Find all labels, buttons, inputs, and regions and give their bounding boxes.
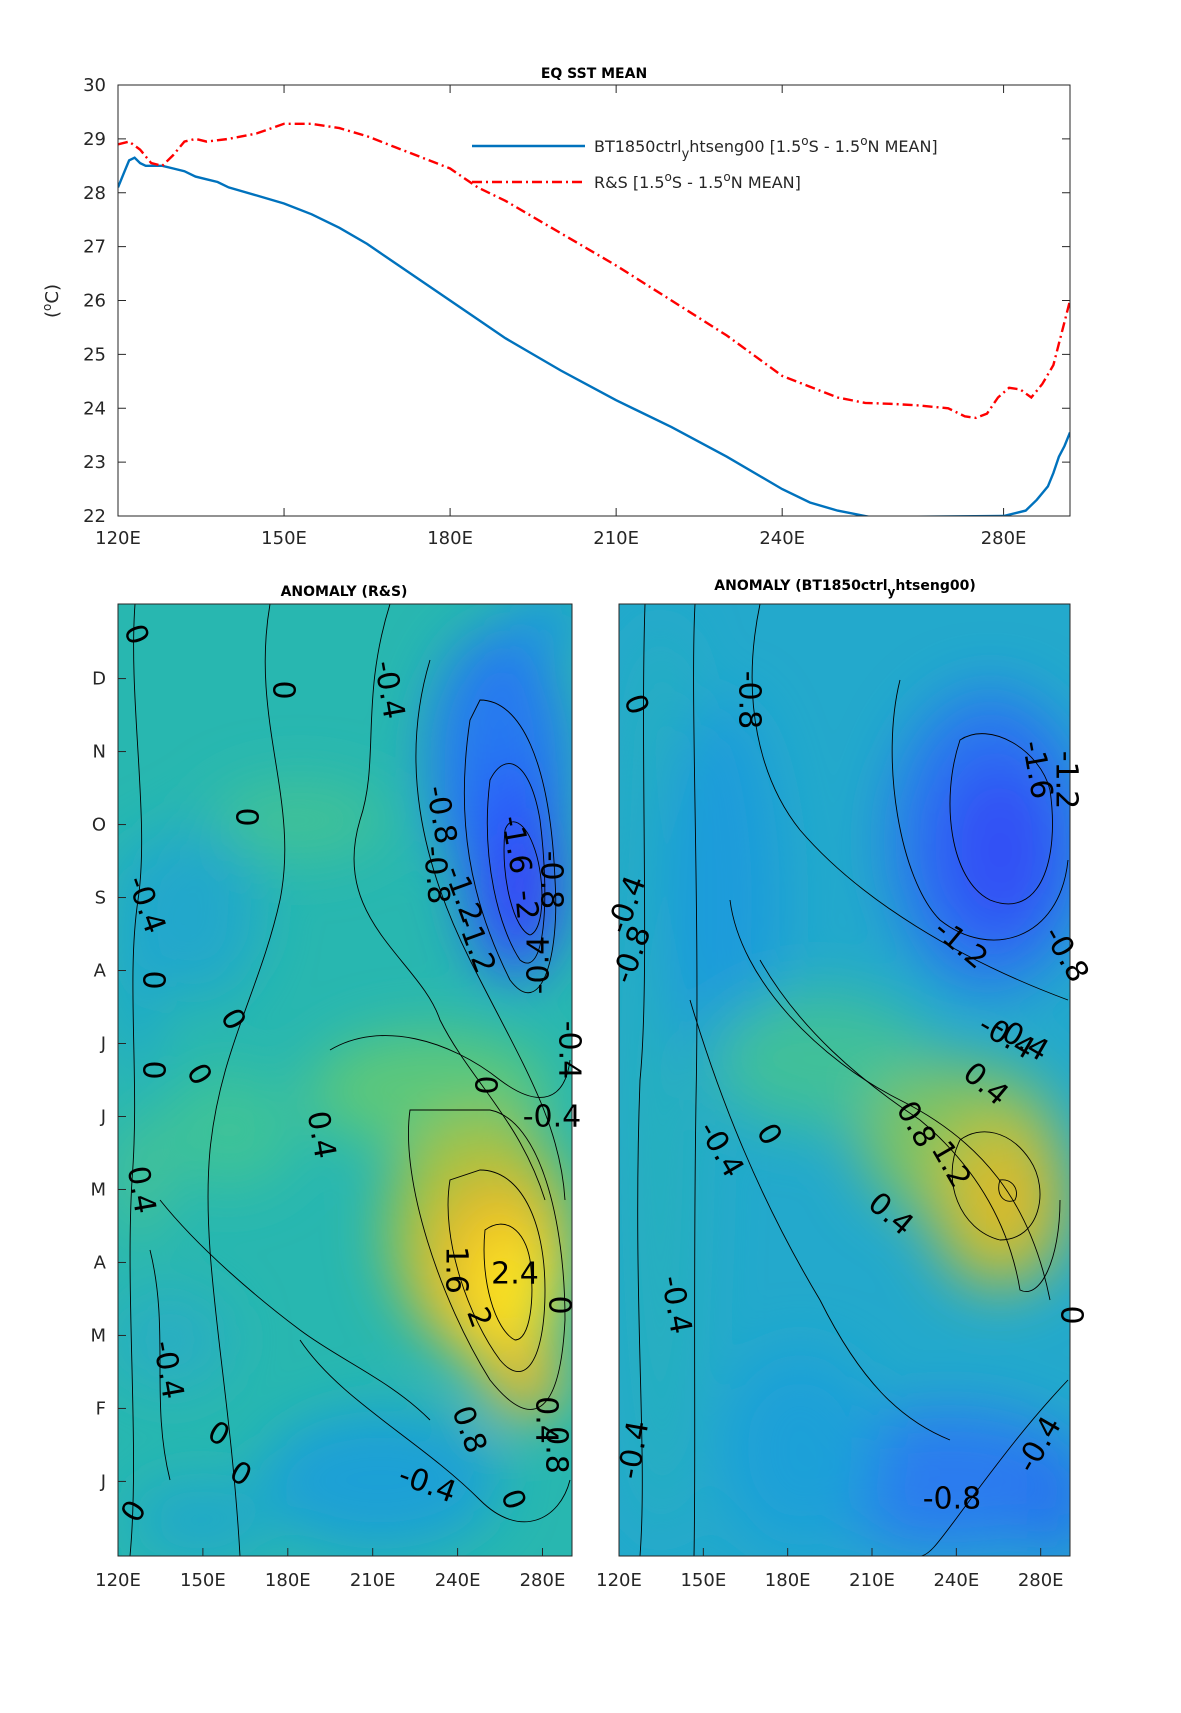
heatmap-bt-field xyxy=(619,604,1070,1556)
y-tick-label: 29 xyxy=(83,129,106,150)
x-tick-label: 240E xyxy=(933,1570,979,1591)
legend-label-bt1850ctrl: BT1850ctrlyhtseng00 [1.5oS - 1.5oN MEAN] xyxy=(594,134,938,162)
x-tick-label: 120E xyxy=(596,1570,642,1591)
line-chart-panel: EQ SST MEAN 22 23 24 25 26 27 28 29 30 120E 150E 18… xyxy=(40,66,1071,549)
legend-text-rs-o2: o xyxy=(723,170,730,184)
contour-label: -2 xyxy=(507,888,544,921)
x-tick-label: 150E xyxy=(261,528,307,549)
legend-text-mid: S - 1.5 xyxy=(809,137,861,156)
heatmap-bt-title-sub: y xyxy=(888,585,896,599)
line-chart-title: EQ SST MEAN xyxy=(541,66,647,82)
contour-label: -0.8 xyxy=(416,844,456,905)
contour-label: -1.2 xyxy=(1049,751,1084,810)
y-tick-label: 23 xyxy=(83,452,106,473)
contour-label: 0.4 xyxy=(300,1108,343,1161)
contour-label: -0.8 xyxy=(732,671,767,730)
y-tick-label: A xyxy=(94,961,107,982)
contour-label: 2.4 xyxy=(491,1257,539,1292)
legend-text-rs-end: N MEAN] xyxy=(731,173,801,192)
y-tick-label: J xyxy=(100,1471,106,1492)
heatmap-bt-title-end: htseng00) xyxy=(895,578,975,594)
x-tick-label: 180E xyxy=(765,1570,811,1591)
heatmap-rs-ticks: 120E 150E 180E 210E 240E 280E J F M A M J J A S O N D xyxy=(90,669,565,1591)
x-tick-label: 180E xyxy=(427,528,473,549)
series-line-bt1850ctrl xyxy=(118,156,1070,516)
legend-text-rs: R&S xyxy=(594,173,628,192)
contour-label: 0 xyxy=(1054,1305,1089,1324)
x-tick-label: 150E xyxy=(180,1570,226,1591)
x-tick-label: 240E xyxy=(759,528,805,549)
heatmap-bt-ticks: 120E 150E 180E 210E 240E 280E xyxy=(596,1548,1064,1591)
contour-label: 0 xyxy=(136,970,171,989)
y-tick-label: 22 xyxy=(83,506,106,527)
legend-text-rs-o1: o xyxy=(665,170,672,184)
x-tick-label: 120E xyxy=(95,1570,141,1591)
heatmap-bt-panel: ANOMALY (BT1850ctrlyhtseng00) xyxy=(596,578,1096,1591)
y-tick-label: O xyxy=(92,815,106,836)
contour-label: -0.8 xyxy=(534,851,569,910)
legend-text-o2: o xyxy=(860,134,867,148)
contour-label: 0.8 xyxy=(539,1426,574,1474)
heatmap-rs-panel: ANOMALY (R&S) xyxy=(90,584,587,1591)
y-tick-label: D xyxy=(92,669,106,690)
heatmap-bt-title: ANOMALY (BT1850ctrlyhtseng00) xyxy=(714,578,975,599)
line-chart-ticks: 22 23 24 25 26 27 28 29 30 120E 150E 180E 210E 240E 28… xyxy=(83,75,1070,549)
x-tick-label: 210E xyxy=(849,1570,895,1591)
y-tick-label: M xyxy=(90,1325,106,1346)
line-chart-axes-box xyxy=(117,84,1071,517)
legend-text-sub: y xyxy=(682,147,690,162)
contour-label: -0.4 xyxy=(552,1021,587,1080)
legend-text-bt1850ctrl: BT1850ctrl xyxy=(594,137,682,156)
y-tick-label: 24 xyxy=(83,398,106,419)
contour-label: 0 xyxy=(229,807,264,826)
series-line-rs xyxy=(118,122,1070,420)
y-tick-label: J xyxy=(100,1034,106,1055)
legend-label-rs: R&S [1.5oS - 1.5oN MEAN] xyxy=(594,170,801,192)
x-tick-label: 280E xyxy=(981,528,1027,549)
legend: BT1850ctrlyhtseng00 [1.5oS - 1.5oN MEAN]… xyxy=(472,134,938,192)
y-tick-label: 28 xyxy=(83,183,106,204)
y-tick-label: S xyxy=(95,888,106,909)
heatmap-rs-field xyxy=(118,604,572,1556)
heatmap-bt-axes-box xyxy=(618,603,1071,1557)
y-tick-label: 30 xyxy=(83,75,106,96)
y-tick-label: A xyxy=(94,1252,107,1273)
heatmap-rs-title: ANOMALY (R&S) xyxy=(281,584,408,600)
legend-text-rs-mid: S - 1.5 xyxy=(672,173,724,192)
y-tick-label: M xyxy=(90,1179,106,1200)
y-tick-label: 26 xyxy=(83,291,106,312)
heatmap-bt-title-main: ANOMALY (BT1850ctrl xyxy=(714,578,887,594)
contour-label: 0 xyxy=(468,1075,503,1094)
contour-label: 1.6 xyxy=(439,1246,474,1294)
contour-label: 0.4 xyxy=(120,1163,163,1216)
legend-text-end: N MEAN] xyxy=(868,137,938,156)
contour-label: 0 xyxy=(266,680,301,699)
contour-label: 0 xyxy=(542,1295,577,1314)
contour-label: -0.4 xyxy=(523,1100,582,1135)
legend-text-o1: o xyxy=(801,134,808,148)
legend-text-rest: htseng00 [1.5 xyxy=(689,137,801,156)
x-tick-label: 280E xyxy=(1018,1570,1064,1591)
contour-label: 0 xyxy=(136,1060,171,1079)
x-tick-label: 280E xyxy=(520,1570,566,1591)
x-tick-label: 150E xyxy=(680,1570,726,1591)
y-tick-label: 27 xyxy=(83,237,106,258)
y-axis-label: (oC) xyxy=(40,284,63,318)
x-tick-label: 180E xyxy=(265,1570,311,1591)
contour-label: -0.8 xyxy=(923,1482,982,1517)
legend-text-rs-rest: [1.5 xyxy=(628,173,665,192)
y-tick-label: N xyxy=(93,742,106,763)
x-tick-label: 210E xyxy=(350,1570,396,1591)
x-tick-label: 120E xyxy=(95,528,141,549)
y-tick-label: J xyxy=(100,1106,106,1127)
y-axis-label-degree: o xyxy=(40,304,54,311)
heatmap-rs-axes-box xyxy=(117,603,573,1557)
contour-label: -0.4 xyxy=(522,936,557,995)
contour-label: 0.4 xyxy=(529,1396,564,1444)
y-tick-label: 25 xyxy=(83,344,106,365)
x-tick-label: 210E xyxy=(593,528,639,549)
x-tick-label: 240E xyxy=(435,1570,481,1591)
y-tick-label: F xyxy=(96,1398,106,1419)
